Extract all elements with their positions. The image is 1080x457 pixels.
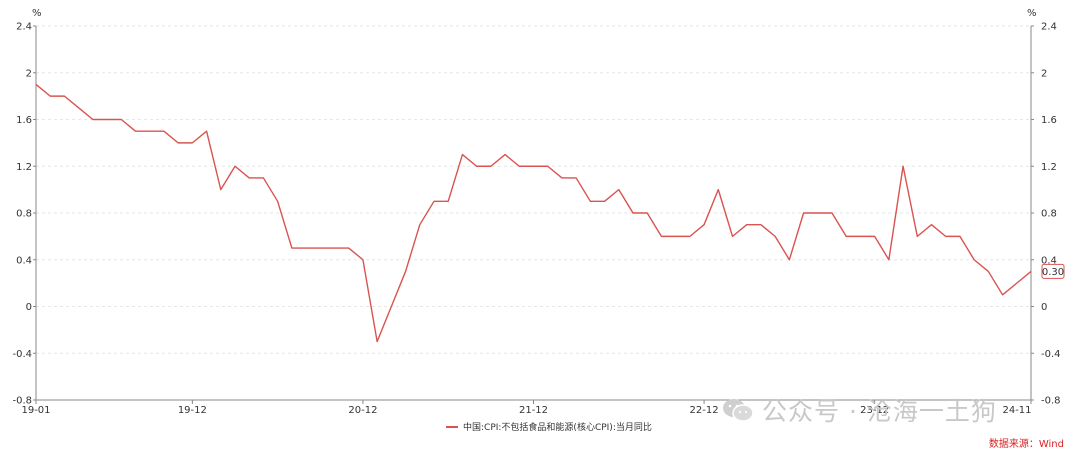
- y-axis-left-unit: %: [32, 8, 42, 19]
- x-tick-label: 20-12: [348, 405, 377, 416]
- x-tick-label: 24-11: [1002, 405, 1031, 416]
- x-tick-label: 23-12: [860, 405, 889, 416]
- series-line[interactable]: [35, 83, 1032, 343]
- x-axis-ticks: 19-01 19-12 20-12 21-12 22-12 23-12 24-11: [21, 400, 1032, 416]
- y-tick-label-left: 2: [26, 68, 32, 79]
- y-tick-label-right: 0.4: [1041, 255, 1057, 266]
- y-tick-label-right: 0.8: [1041, 209, 1057, 220]
- y-tick-label-right: 1.2: [1041, 162, 1057, 173]
- y-tick-label-left: 1.6: [16, 115, 32, 126]
- y-tick-label-right: -0.4: [1041, 349, 1061, 360]
- y-tick-label-right: 1.6: [1041, 115, 1057, 126]
- x-tick-label: 22-12: [690, 405, 719, 416]
- data-source-label: 数据来源：Wind: [988, 439, 1064, 450]
- grid-lines: [36, 25, 1031, 354]
- last-value-callout: 0.30: [1041, 263, 1065, 279]
- x-tick-label: 19-12: [178, 405, 207, 416]
- y-tick-label-right: 2.4: [1041, 22, 1057, 33]
- wechat-icon: [723, 399, 754, 422]
- y-tick-label-right: -0.8: [1041, 396, 1061, 407]
- axes: [35, 26, 1032, 401]
- y-tick-label-left: 0.8: [16, 209, 32, 220]
- y-axis-left-ticks: 2.4 2 1.6 1.2 0.8 0.4 0 -0.4 -0.8: [12, 22, 36, 407]
- x-tick-label: 19-01: [21, 405, 50, 416]
- y-axis-right-ticks: 2.4 2 1.6 1.2 0.8 0.4 0 -0.4 -0.8: [1031, 22, 1061, 407]
- y-tick-label-left: 2.4: [16, 22, 32, 33]
- legend-label: 中国:CPI:不包括食品和能源(核心CPI):当月同比: [463, 423, 652, 433]
- y-tick-label-left: 1.2: [16, 162, 32, 173]
- legend[interactable]: 中国:CPI:不包括食品和能源(核心CPI):当月同比: [446, 420, 652, 433]
- x-tick-label: 21-12: [519, 405, 548, 416]
- y-tick-label-left: -0.8: [12, 396, 32, 407]
- watermark-text: 公众号 · 沧海一土狗: [762, 397, 997, 426]
- y-tick-label-right: 0: [1041, 302, 1047, 313]
- watermark: 公众号 · 沧海一土狗: [722, 392, 997, 428]
- legend-swatch: [446, 425, 458, 428]
- y-tick-label-right: 2: [1041, 68, 1047, 79]
- last-value-label: 0.30: [1042, 267, 1064, 278]
- series-lines: [35, 83, 1032, 343]
- y-tick-label-left: 0.4: [16, 255, 32, 266]
- y-axis-right-unit: %: [1027, 8, 1037, 19]
- y-tick-label-left: -0.4: [12, 349, 32, 360]
- y-tick-label-left: 0: [26, 302, 32, 313]
